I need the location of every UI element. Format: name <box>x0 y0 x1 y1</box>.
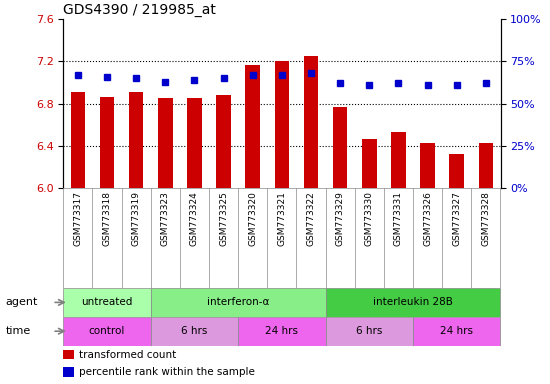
Bar <box>63 367 74 377</box>
Bar <box>70 92 85 188</box>
Text: GDS4390 / 219985_at: GDS4390 / 219985_at <box>63 3 216 17</box>
Bar <box>151 317 238 346</box>
Bar <box>63 350 74 359</box>
Bar <box>274 61 289 188</box>
Text: GSM773322: GSM773322 <box>306 191 316 246</box>
Text: 24 hrs: 24 hrs <box>440 326 473 336</box>
Bar <box>449 154 464 188</box>
Bar <box>63 317 151 346</box>
Bar <box>413 317 500 346</box>
Text: time: time <box>6 326 31 336</box>
Bar <box>187 98 202 188</box>
Text: GSM773317: GSM773317 <box>73 191 82 246</box>
Text: GSM773320: GSM773320 <box>248 191 257 246</box>
Bar <box>158 98 173 188</box>
Bar <box>63 288 151 317</box>
Text: GSM773326: GSM773326 <box>423 191 432 246</box>
Bar <box>129 92 144 188</box>
Text: GSM773331: GSM773331 <box>394 191 403 246</box>
Text: transformed count: transformed count <box>79 349 176 359</box>
Bar <box>326 288 500 317</box>
Text: GSM773323: GSM773323 <box>161 191 170 246</box>
Text: GSM773329: GSM773329 <box>336 191 345 246</box>
Bar <box>391 132 406 188</box>
Bar <box>362 139 377 188</box>
Bar <box>326 317 413 346</box>
Bar <box>216 95 231 188</box>
Text: GSM773324: GSM773324 <box>190 191 199 246</box>
Text: GSM773327: GSM773327 <box>452 191 461 246</box>
Text: GSM773330: GSM773330 <box>365 191 374 246</box>
Text: interleukin 28B: interleukin 28B <box>373 297 453 308</box>
Text: GSM773328: GSM773328 <box>481 191 491 246</box>
Bar <box>100 98 114 188</box>
Text: untreated: untreated <box>81 297 133 308</box>
Text: GSM773318: GSM773318 <box>102 191 112 246</box>
Text: interferon-α: interferon-α <box>207 297 270 308</box>
Bar <box>304 56 318 188</box>
Bar <box>238 317 326 346</box>
Text: 24 hrs: 24 hrs <box>265 326 298 336</box>
Bar <box>333 107 348 188</box>
Text: GSM773321: GSM773321 <box>277 191 287 246</box>
Bar <box>478 143 493 188</box>
Text: GSM773325: GSM773325 <box>219 191 228 246</box>
Text: 6 hrs: 6 hrs <box>182 326 207 336</box>
Text: percentile rank within the sample: percentile rank within the sample <box>79 367 255 377</box>
Text: 6 hrs: 6 hrs <box>356 326 382 336</box>
Bar <box>245 65 260 188</box>
Bar <box>151 288 326 317</box>
Text: GSM773319: GSM773319 <box>131 191 141 246</box>
Text: agent: agent <box>6 297 38 308</box>
Bar <box>420 143 435 188</box>
Text: control: control <box>89 326 125 336</box>
